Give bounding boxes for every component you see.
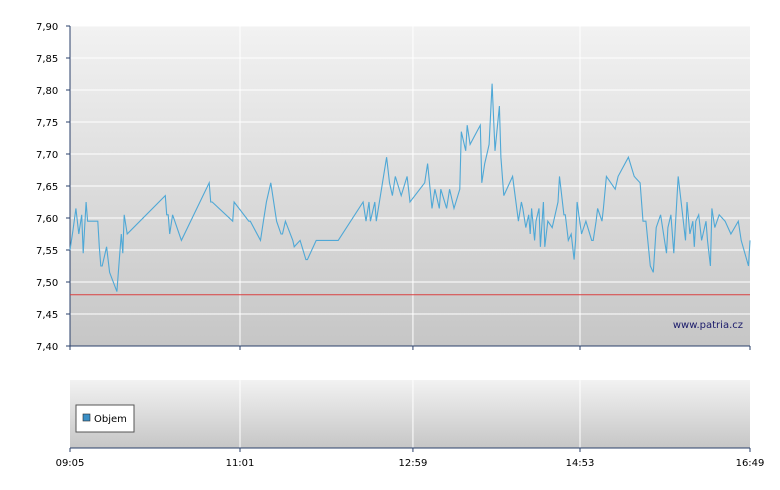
y-tick-label: 7,55 [36, 246, 58, 257]
x-tick-label: 14:53 [566, 458, 595, 469]
grid-lines [70, 25, 750, 448]
y-tick-label: 7,40 [36, 342, 58, 353]
x-tick-label: 09:05 [56, 458, 85, 469]
x-tick-label: 16:49 [736, 458, 765, 469]
legend-swatch [82, 413, 91, 422]
y-tick-label: 7,90 [36, 22, 58, 33]
y-tick-label: 7,75 [36, 118, 58, 129]
watermark: www.patria.cz [673, 320, 743, 331]
y-tick-label: 7,70 [36, 150, 58, 161]
legend-label-volume: Objem [94, 414, 127, 425]
x-axis-ticks: 09:05 11:01 12:59 14:53 16:49 [56, 346, 765, 469]
price-series-line [69, 83, 751, 292]
y-tick-label: 7,85 [36, 54, 58, 65]
volume-legend: Objem [75, 404, 135, 433]
y-tick-label: 7,45 [36, 310, 58, 321]
x-tick-label: 12:59 [399, 458, 428, 469]
y-tick-label: 7,65 [36, 182, 58, 193]
y-tick-label: 7,80 [36, 86, 58, 97]
y-tick-label: 7,50 [36, 278, 58, 289]
y-axis-ticks: 7,40 7,45 7,50 7,55 7,60 7,65 7,70 7,75 7,80 7,85… [36, 22, 71, 353]
volume-plot-area [70, 380, 750, 448]
x-tick-label: 11:01 [226, 458, 255, 469]
y-tick-label: 7,60 [36, 214, 58, 225]
